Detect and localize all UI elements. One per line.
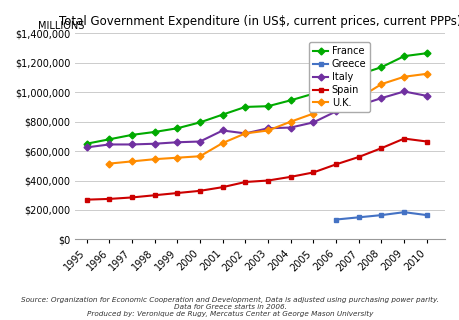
France [197, 120, 202, 124]
Spain [355, 155, 361, 159]
Greece [401, 210, 406, 214]
Spain [84, 198, 89, 202]
France [219, 113, 225, 116]
U.K. [378, 82, 383, 86]
France [287, 98, 293, 102]
Greece [333, 218, 338, 221]
Line: Italy: Italy [84, 89, 428, 150]
Spain [151, 193, 157, 197]
France [129, 133, 134, 137]
Title: Total Government Expenditure (in US$, current prices, current PPPs): Total Government Expenditure (in US$, cu… [59, 15, 459, 28]
France [242, 105, 247, 109]
Spain [265, 179, 270, 182]
Spain [423, 140, 429, 143]
France [355, 73, 361, 76]
U.K. [333, 99, 338, 103]
Italy [355, 104, 361, 108]
Italy [287, 126, 293, 130]
France [174, 126, 179, 130]
Spain [129, 196, 134, 199]
Italy [265, 126, 270, 130]
France [265, 104, 270, 108]
Italy [84, 146, 89, 149]
Italy [219, 129, 225, 132]
France [423, 51, 429, 55]
U.K. [265, 129, 270, 132]
Italy [151, 142, 157, 146]
Italy [129, 142, 134, 146]
Greece [423, 213, 429, 217]
Greece [378, 213, 383, 217]
U.K. [219, 141, 225, 145]
Text: MILLIONS: MILLIONS [38, 21, 84, 31]
France [401, 54, 406, 58]
U.K. [151, 157, 157, 161]
France [310, 92, 315, 96]
Italy [197, 140, 202, 143]
U.K. [355, 96, 361, 100]
Spain [333, 163, 338, 166]
Italy [333, 109, 338, 113]
Italy [174, 140, 179, 144]
Italy [310, 120, 315, 124]
U.K. [129, 159, 134, 163]
Line: U.K.: U.K. [106, 71, 428, 166]
Spain [378, 146, 383, 150]
Spain [219, 185, 225, 189]
U.K. [197, 154, 202, 158]
France [151, 130, 157, 134]
Text: Source: Organization for Economic Cooperation and Development, Data is adjusted : Source: Organization for Economic Cooper… [21, 297, 438, 317]
Spain [197, 189, 202, 193]
U.K. [423, 72, 429, 76]
Spain [106, 197, 112, 201]
Spain [174, 191, 179, 195]
U.K. [310, 112, 315, 116]
Line: France: France [84, 51, 428, 146]
U.K. [106, 162, 112, 165]
Spain [287, 175, 293, 179]
U.K. [242, 132, 247, 135]
U.K. [174, 156, 179, 160]
France [106, 137, 112, 141]
Italy [378, 96, 383, 100]
Spain [401, 137, 406, 140]
Italy [423, 94, 429, 98]
Italy [242, 132, 247, 135]
Spain [242, 180, 247, 184]
Italy [106, 142, 112, 146]
Greece [355, 215, 361, 219]
France [378, 65, 383, 69]
France [333, 83, 338, 87]
Spain [310, 171, 315, 174]
Italy [401, 90, 406, 93]
U.K. [287, 120, 293, 124]
Line: Greece: Greece [333, 210, 428, 222]
Line: Spain: Spain [84, 136, 428, 202]
U.K. [401, 75, 406, 79]
France [84, 142, 89, 146]
Legend: France, Greece, Italy, Spain, U.K.: France, Greece, Italy, Spain, U.K. [309, 42, 369, 112]
